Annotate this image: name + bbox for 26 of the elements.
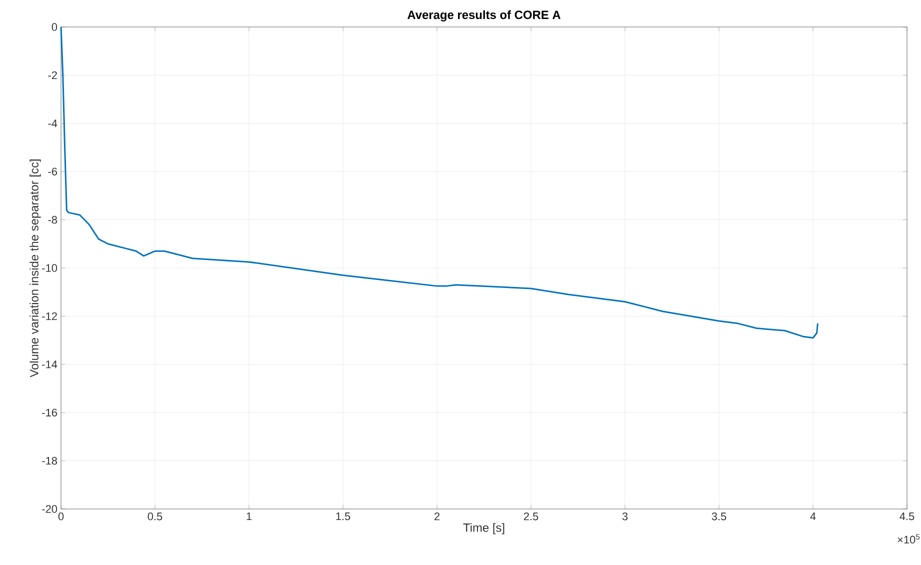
y-tick-label: -2	[48, 71, 57, 80]
y-tick-label: -12	[42, 312, 57, 320]
x-tick-label: 0	[58, 512, 64, 520]
y-tick-label: -4	[48, 120, 58, 128]
line-series	[60, 26, 818, 339]
x-tick-label: 4.5	[900, 512, 914, 520]
y-tick-label: -10	[42, 264, 58, 272]
y-tick-label: -16	[42, 408, 57, 416]
y-tick-label: -8	[48, 216, 58, 224]
text: ×10$^{5}$	[898, 534, 920, 544]
x-tick-label: 1.5	[336, 512, 350, 520]
x-tick-label: 2	[434, 512, 440, 520]
y-tick-label: -14	[42, 360, 58, 368]
y-tick-label: -6	[48, 168, 58, 176]
x-tick-label: 3.5	[712, 512, 726, 520]
chart-title: Average results of CORE A	[407, 10, 561, 22]
y-tick-label: -20	[42, 505, 58, 513]
x-tick-label: 0.5	[148, 512, 162, 520]
x-tick-label: 3	[622, 512, 628, 520]
y-axis-title: Volume variation inside the separator [cc]	[30, 160, 41, 378]
y-tick-label: 0	[52, 23, 58, 31]
y-tick-label: -18	[42, 456, 57, 465]
x-tick-label: 1	[246, 512, 252, 520]
x-tick-label: 4	[810, 512, 816, 520]
x-axis-title: Time [s]	[463, 523, 504, 534]
x-tick-label: 2.5	[524, 512, 538, 520]
